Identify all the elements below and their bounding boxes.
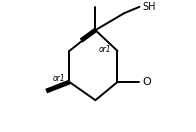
Text: or1: or1: [99, 45, 111, 54]
Text: or1: or1: [52, 74, 65, 83]
Text: O: O: [142, 77, 151, 87]
Text: SH: SH: [142, 2, 156, 12]
